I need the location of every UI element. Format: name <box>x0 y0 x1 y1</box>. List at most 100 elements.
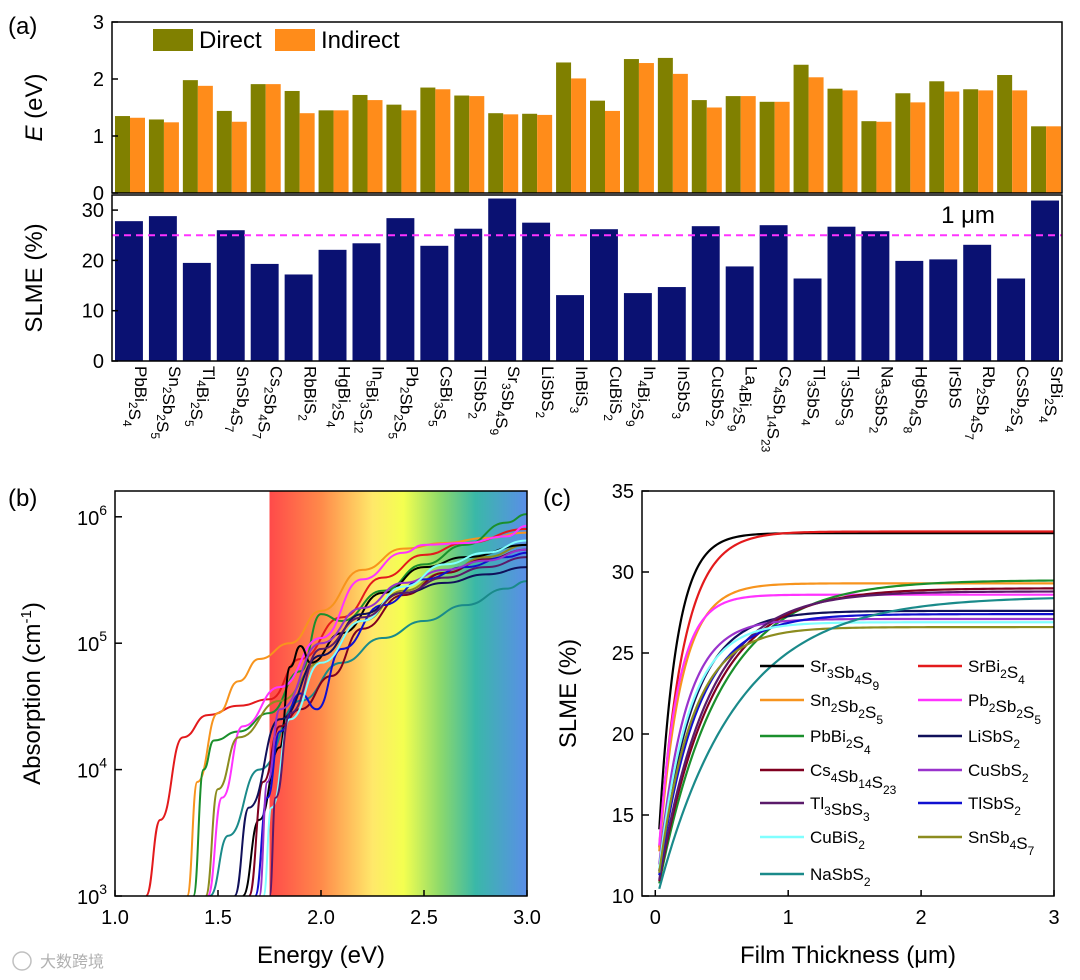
legend: Sr3Sb4S9 SrBi2S4 Sn2Sb2S5 Pb2Sb2S5 PbBi2S4 Li… <box>760 657 1041 889</box>
y-tick-label: 30 <box>612 562 634 584</box>
bar-slme-20 <box>793 278 822 361</box>
bar-direct-19 <box>759 101 775 193</box>
bar-direct-7 <box>352 94 368 193</box>
bar-indirect-10 <box>469 96 485 193</box>
bar-slme-8 <box>386 218 415 361</box>
bar-slme-2 <box>182 262 211 361</box>
bar-direct-25 <box>963 89 979 193</box>
bar-slme-22 <box>861 231 890 361</box>
absorption-series-pbbis <box>192 513 527 896</box>
y-tick-label: 35 <box>612 481 634 503</box>
bar-indirect-12 <box>537 114 553 193</box>
absorption-series-cssbs <box>247 548 527 896</box>
category-label-12: LiSbS2 <box>533 366 557 418</box>
category-label-27: SrBi2S4 <box>1036 366 1066 423</box>
category-label-8: Pb2Sb2S5 <box>385 366 421 439</box>
y-tick-label: 0 <box>93 351 104 373</box>
slme-thickness-chart: 0 1 2 3 10 15 20 25 30 35 Film Thickness (μm) SLME … <box>555 481 1060 969</box>
x-tick-label: 2.0 <box>307 907 335 929</box>
bar-slme-11 <box>488 198 517 361</box>
category-label-4: Cs2Sb4S7 <box>250 366 286 439</box>
bar-direct-4 <box>250 84 266 193</box>
panel-label-b: (b) <box>8 485 37 512</box>
y-tick-label: 20 <box>612 724 634 746</box>
watermark: 大数跨境 <box>12 951 104 971</box>
y-tick-label: 3 <box>93 12 104 34</box>
x-tick-label: 3 <box>1048 907 1059 929</box>
absorption-series-srbis <box>144 528 527 896</box>
y-axis-label: Absorption (cm-1) <box>18 602 46 785</box>
legend-label-cssbs: Cs4Sb14S23 <box>810 761 897 797</box>
legend-label-direct: Direct <box>199 27 262 54</box>
bar-indirect-21 <box>842 90 858 193</box>
plot-frame <box>641 490 1055 897</box>
legend-label-nasbs: NaSbS2 <box>810 865 871 889</box>
y-tick-label: 20 <box>82 250 104 272</box>
y-tick-label: 0 <box>93 183 104 205</box>
bar-indirect-4 <box>265 84 281 193</box>
legend-label-indirect: Indirect <box>321 27 400 54</box>
absorption-series-tlsbs <box>268 556 527 896</box>
legend-swatch-direct <box>153 29 193 51</box>
bar-direct-0 <box>115 116 130 193</box>
bar-direct-13 <box>556 62 572 193</box>
bar-indirect-26 <box>1012 90 1028 193</box>
bar-indirect-25 <box>978 90 994 193</box>
legend-label-pbsbs: Pb2Sb2S5 <box>968 691 1041 727</box>
bar-direct-10 <box>454 95 470 193</box>
legend-swatch-indirect <box>275 29 315 51</box>
category-label-7: In5Bi3S12 <box>351 366 387 434</box>
bar-slme-1 <box>148 216 177 361</box>
bar-direct-23 <box>895 93 911 193</box>
category-label-24: IrSbS <box>945 366 964 409</box>
category-label-22: Na3SbS2 <box>866 366 896 434</box>
legend-label-srsbs: Sr3Sb4S9 <box>810 657 880 693</box>
category-label-11: Sr3Sb4S9 <box>487 366 523 436</box>
category-label-18: La4Bi2S9 <box>725 366 761 432</box>
slme-series-pbsbs <box>658 593 1054 846</box>
bar-slme-12 <box>522 222 551 361</box>
y-axis-label: E (eV) <box>21 73 48 141</box>
category-label-3: SnSb4S7 <box>222 366 252 433</box>
bar-slme-13 <box>556 295 584 361</box>
annotation-thickness: 1 μm <box>941 202 995 229</box>
absorption-series-cubis <box>262 539 527 896</box>
category-label-15: In4Bi2S9 <box>623 366 659 427</box>
category-label-17: CuSbS2 <box>703 366 727 427</box>
legend-label-cubis: CuBiS2 <box>810 828 865 852</box>
bar-direct-2 <box>182 80 198 193</box>
y-tick-label: 15 <box>612 805 634 827</box>
bar-direct-22 <box>861 121 877 193</box>
bar-slme-7 <box>352 243 381 361</box>
panel-label-a: (a) <box>8 13 37 40</box>
bar-direct-5 <box>284 90 300 193</box>
legend-label-tlsbs: TlSbS2 <box>968 794 1021 818</box>
category-label-1: Sn2Sb2S5 <box>148 366 184 439</box>
absorption-series-tlsbs <box>254 551 527 896</box>
bar-indirect-1 <box>163 122 179 193</box>
y-tick-label: 1 <box>93 126 104 148</box>
bar-direct-3 <box>216 110 232 193</box>
bar-indirect-18 <box>740 96 756 193</box>
bar-slme-5 <box>284 274 313 361</box>
bar-indirect-20 <box>808 77 824 193</box>
absorption-series-nasbs <box>209 580 527 896</box>
category-label-14: CuBiS2 <box>601 366 625 421</box>
y-tick-label: 106 <box>77 502 107 530</box>
bar-indirect-2 <box>197 85 213 193</box>
legend-label-pbbis: PbBi2S4 <box>810 727 871 757</box>
watermark-text: 大数跨境 <box>40 952 104 971</box>
slme-bar-chart: 1 μm 0 10 20 30 SLME (%) <box>21 194 1063 373</box>
category-label-0: PbBi2S4 <box>120 366 150 427</box>
bar-slme-0 <box>115 221 143 361</box>
bar-indirect-17 <box>706 107 722 193</box>
bar-slme-9 <box>420 245 449 361</box>
category-label-16: InSbS3 <box>669 366 693 419</box>
absorption-chart: 1.0 1.5 2.0 2.5 3.0 103 104 105 106 Energy (eV) Ab… <box>18 490 541 969</box>
y-tick-label: 2 <box>93 69 104 91</box>
bar-slme-17 <box>691 226 720 361</box>
legend-label-snsbs: Sn2Sb2S5 <box>810 691 883 727</box>
category-label-23: HgSb4S8 <box>900 366 930 434</box>
x-tick-label: 3.0 <box>513 907 541 929</box>
